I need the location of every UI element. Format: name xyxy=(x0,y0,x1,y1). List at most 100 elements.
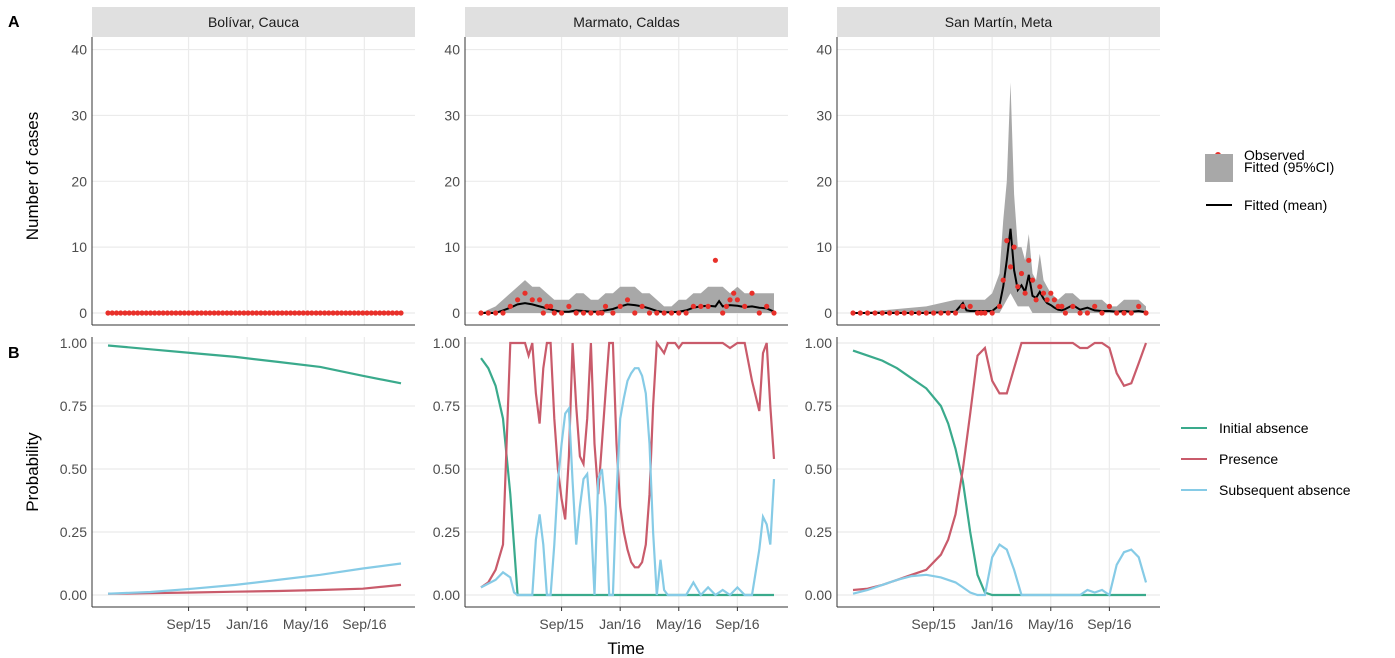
ci-ribbon xyxy=(853,82,1146,313)
observed-point xyxy=(347,310,353,316)
observed-point xyxy=(279,310,285,316)
observed-point xyxy=(156,310,162,316)
legend-initial-label: Initial absence xyxy=(1219,420,1309,436)
y-tick-label: 0.25 xyxy=(433,524,460,540)
panel-grid: 0 10 20 30 40 xyxy=(816,37,1160,326)
y-tick-label: 20 xyxy=(444,173,460,189)
observed-point xyxy=(1114,310,1120,316)
y-tick-label: 0.25 xyxy=(60,524,87,540)
observed-point xyxy=(1062,310,1068,316)
legend-ci-swatch xyxy=(1205,154,1233,182)
y-tick-label: 10 xyxy=(71,239,87,255)
y-tick-label: 0.00 xyxy=(433,587,460,603)
observed-point xyxy=(580,310,587,316)
observed-point xyxy=(566,303,572,309)
observed-point xyxy=(712,257,719,263)
observed-point xyxy=(559,310,565,316)
panel-grid: 0.00 0.25 0.50 0.75 1.00 Sep/15 Jan/16 May/16 Se… xyxy=(433,335,788,632)
observed-point xyxy=(113,310,120,316)
observed-point xyxy=(865,310,871,316)
observed-point xyxy=(292,310,298,316)
observed-point xyxy=(1077,310,1083,316)
observed-point xyxy=(639,303,645,309)
legend-presence-label: Presence xyxy=(1219,451,1278,467)
observed-point xyxy=(493,310,499,316)
observed-point xyxy=(377,310,383,316)
observed-point xyxy=(237,310,243,316)
observed-point xyxy=(938,310,944,316)
observed-point xyxy=(654,310,660,316)
observed-point xyxy=(147,310,154,316)
observed-point xyxy=(1121,310,1127,316)
observed-point xyxy=(1040,290,1047,296)
observed-point xyxy=(588,310,594,316)
y-tick-label: 0.75 xyxy=(805,398,832,414)
observed-point xyxy=(220,310,226,316)
observed-point xyxy=(1051,297,1057,303)
observed-point xyxy=(322,310,328,316)
observed-point xyxy=(599,310,605,316)
observed-point xyxy=(952,310,959,316)
y-tick-label: 0.50 xyxy=(433,461,460,477)
facet-label: San Martín, Meta xyxy=(945,14,1053,30)
observed-point xyxy=(109,310,115,316)
observed-point xyxy=(262,310,268,316)
observed-point xyxy=(313,310,319,316)
observed-point xyxy=(749,290,755,296)
observed-point xyxy=(394,310,400,316)
observed-point xyxy=(1018,270,1025,277)
observed-point xyxy=(245,310,251,316)
observed-point xyxy=(764,303,770,309)
observed-point xyxy=(1037,284,1043,290)
observed-point xyxy=(1029,277,1036,283)
observed-point xyxy=(228,310,234,316)
observed-point xyxy=(351,310,357,316)
panel-tag-b: B xyxy=(8,345,20,362)
observed-point xyxy=(398,310,404,316)
y-tick-label: 0.50 xyxy=(805,461,832,477)
observed-point xyxy=(617,303,623,309)
observed-point xyxy=(126,310,132,316)
observed-point xyxy=(1044,297,1050,303)
observed-point xyxy=(271,310,277,316)
observed-point xyxy=(742,303,748,309)
observed-point xyxy=(1004,238,1010,244)
prob-line-subsequent-absence xyxy=(107,562,402,595)
y-axis-title-a: Number of cases xyxy=(23,112,42,241)
observed-point xyxy=(198,310,204,316)
observed-point xyxy=(1143,310,1149,316)
ci-ribbon xyxy=(481,280,774,313)
observed-point xyxy=(967,303,973,309)
observed-point xyxy=(646,310,653,316)
observed-point xyxy=(727,297,733,303)
observed-point xyxy=(1007,264,1014,270)
observed-point xyxy=(731,290,737,296)
observed-point xyxy=(916,310,922,316)
panel-grid: 0.00 0.25 0.50 0.75 1.00 Sep/15 Jan/16 May/16 Se… xyxy=(60,335,415,632)
x-tick-label: May/16 xyxy=(656,616,702,632)
observed-point xyxy=(1022,290,1028,296)
y-tick-label: 40 xyxy=(71,42,87,58)
observed-point xyxy=(215,310,221,316)
x-tick-label: Sep/16 xyxy=(1087,616,1132,632)
observed-point xyxy=(164,310,170,316)
observed-point xyxy=(1092,303,1098,309)
observed-point xyxy=(105,310,111,316)
prob-line-presence xyxy=(852,341,1148,592)
observed-point xyxy=(1084,310,1090,316)
prob-line-initial-absence xyxy=(107,344,402,385)
observed-point xyxy=(1070,303,1076,309)
observed-point xyxy=(872,310,878,316)
observed-point xyxy=(887,310,893,316)
observed-point xyxy=(296,310,302,316)
facet-strip xyxy=(837,7,1160,37)
panel-grid: 0 10 20 30 40 xyxy=(444,37,788,326)
observed-point xyxy=(283,310,289,316)
x-tick-label: Jan/16 xyxy=(599,616,641,632)
observed-point xyxy=(360,310,366,316)
prob-line-presence xyxy=(480,339,776,589)
observed-point xyxy=(1015,284,1021,290)
observed-point xyxy=(334,310,340,316)
observed-point xyxy=(258,310,264,316)
observed-point xyxy=(317,310,323,316)
